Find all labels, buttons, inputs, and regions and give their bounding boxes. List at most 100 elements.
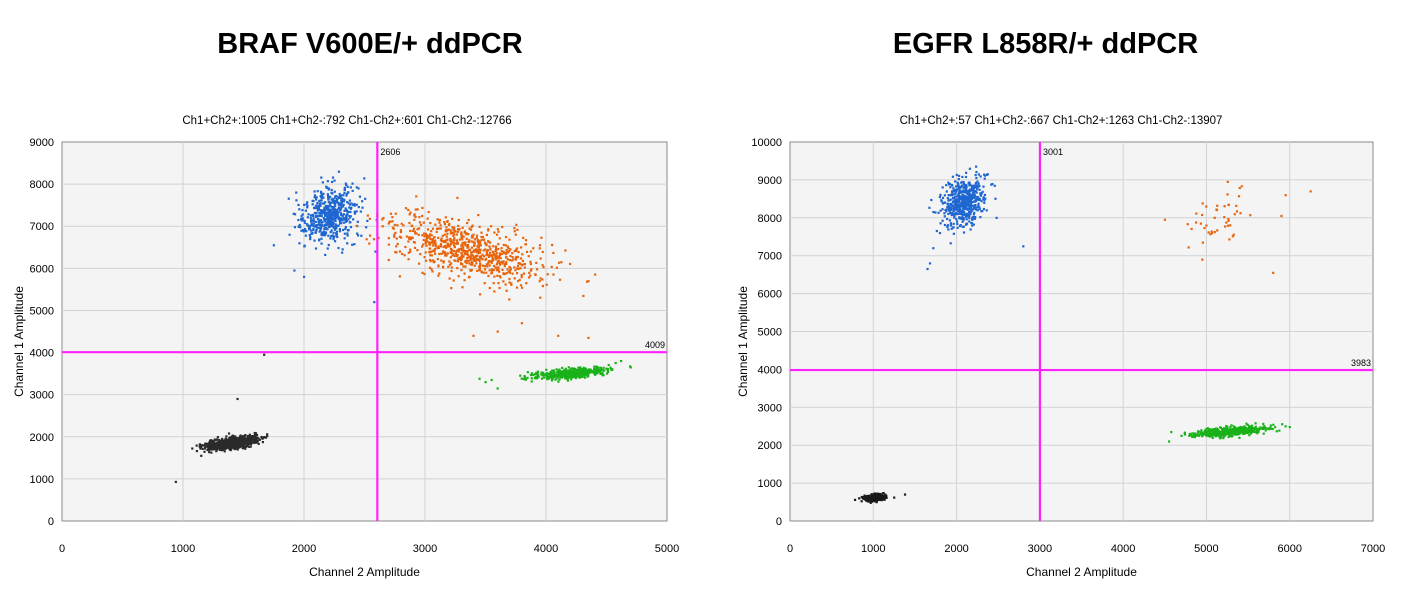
droplet-point bbox=[539, 277, 542, 280]
droplet-point bbox=[971, 218, 974, 221]
droplet-point bbox=[495, 269, 499, 272]
braf-droplet-counts: Ch1+Ch2+:1005 Ch1+Ch2-:792 Ch1-Ch2+:601 … bbox=[182, 115, 511, 127]
droplet-point bbox=[519, 374, 522, 377]
droplet-point bbox=[327, 210, 331, 213]
droplet-point bbox=[530, 268, 533, 271]
droplet-point bbox=[596, 371, 599, 374]
droplet-point bbox=[413, 241, 416, 244]
droplet-point bbox=[965, 188, 968, 191]
droplet-point bbox=[317, 219, 320, 222]
droplet-point bbox=[939, 193, 942, 197]
droplet-point bbox=[1201, 258, 1204, 261]
droplet-point bbox=[323, 201, 327, 204]
droplet-point bbox=[1189, 434, 1193, 437]
droplet-point bbox=[483, 241, 487, 244]
droplet-point bbox=[292, 212, 295, 215]
droplet-point bbox=[1228, 433, 1232, 436]
droplet-point bbox=[1224, 433, 1227, 436]
droplet-point bbox=[456, 241, 459, 244]
droplet-point bbox=[333, 208, 337, 211]
droplet-point bbox=[205, 442, 209, 445]
droplet-point bbox=[983, 201, 986, 204]
droplet-point bbox=[963, 206, 966, 209]
droplet-point bbox=[950, 207, 953, 210]
droplet-point bbox=[231, 445, 234, 448]
droplet-point bbox=[315, 215, 318, 219]
droplet-point bbox=[1222, 430, 1225, 433]
droplet-point bbox=[216, 436, 219, 439]
droplet-point bbox=[470, 251, 473, 254]
droplet-point bbox=[222, 444, 225, 447]
droplet-point bbox=[950, 193, 953, 196]
droplet-point bbox=[309, 235, 312, 239]
droplet-point bbox=[1281, 423, 1284, 426]
droplet-point bbox=[482, 271, 485, 274]
droplet-point bbox=[930, 198, 933, 202]
egfr-y-tick-label: 1000 bbox=[758, 478, 782, 490]
droplet-point bbox=[955, 195, 958, 198]
droplet-point bbox=[1196, 432, 1199, 435]
droplet-point bbox=[232, 438, 235, 441]
droplet-point bbox=[332, 218, 335, 221]
droplet-point bbox=[319, 204, 322, 208]
droplet-point bbox=[315, 198, 318, 201]
droplet-point bbox=[1201, 435, 1204, 438]
droplet-point bbox=[462, 265, 465, 268]
droplet-point bbox=[326, 228, 329, 231]
droplet-point bbox=[488, 286, 491, 290]
droplet-point bbox=[490, 259, 494, 263]
droplet-point bbox=[866, 495, 869, 498]
droplet-point bbox=[951, 191, 954, 195]
droplet-point bbox=[337, 207, 340, 211]
droplet-point bbox=[350, 202, 353, 205]
droplet-point bbox=[964, 198, 967, 201]
droplet-point bbox=[316, 224, 319, 227]
droplet-point bbox=[471, 257, 474, 260]
droplet-point bbox=[583, 376, 587, 379]
droplet-point bbox=[1256, 430, 1259, 433]
droplet-point bbox=[333, 179, 336, 182]
droplet-point bbox=[519, 267, 522, 270]
droplet-point bbox=[336, 197, 339, 201]
droplet-point bbox=[212, 440, 215, 443]
braf-y-tick-label: 8000 bbox=[30, 179, 54, 191]
droplet-point bbox=[312, 206, 316, 210]
droplet-point bbox=[491, 256, 494, 259]
droplet-point bbox=[349, 215, 352, 218]
droplet-point bbox=[261, 437, 264, 440]
droplet-point bbox=[461, 238, 464, 241]
droplet-point bbox=[601, 372, 604, 376]
droplet-point bbox=[473, 244, 476, 248]
droplet-point bbox=[458, 257, 461, 261]
droplet-point bbox=[246, 440, 249, 443]
droplet-point bbox=[422, 238, 425, 242]
droplet-point bbox=[326, 220, 329, 223]
droplet-point bbox=[335, 199, 338, 202]
droplet-point bbox=[203, 443, 207, 446]
droplet-point bbox=[321, 211, 324, 214]
droplet-point bbox=[381, 225, 384, 228]
droplet-point bbox=[315, 229, 318, 232]
droplet-point bbox=[414, 215, 417, 219]
droplet-point bbox=[946, 206, 949, 209]
droplet-point bbox=[557, 374, 560, 377]
droplet-point bbox=[869, 498, 873, 501]
droplet-point bbox=[961, 225, 964, 228]
droplet-point bbox=[479, 264, 482, 267]
droplet-point bbox=[345, 192, 349, 195]
droplet-point bbox=[1249, 427, 1252, 430]
droplet-point bbox=[230, 439, 233, 442]
droplet-point bbox=[1199, 222, 1202, 225]
droplet-point bbox=[540, 236, 543, 239]
droplet-point bbox=[969, 213, 972, 216]
droplet-point bbox=[1249, 428, 1252, 432]
droplet-point bbox=[328, 218, 331, 221]
droplet-point bbox=[448, 277, 451, 280]
droplet-point bbox=[472, 259, 476, 262]
droplet-point bbox=[961, 213, 964, 217]
droplet-point bbox=[303, 221, 306, 224]
droplet-point bbox=[1229, 224, 1232, 227]
droplet-point bbox=[962, 202, 965, 206]
braf-cluster-1 bbox=[355, 195, 597, 340]
droplet-point bbox=[498, 252, 501, 255]
